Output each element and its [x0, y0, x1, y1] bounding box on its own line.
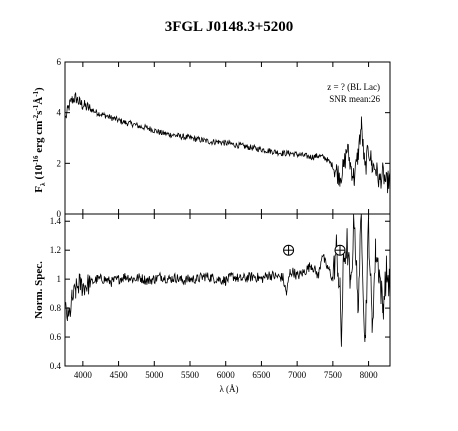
ylabel-unit3: Å [33, 97, 45, 105]
ylabel-unit1: erg cm [33, 121, 45, 156]
bottom-y-tick-label: 0.6 [50, 332, 62, 342]
telluric-marker-icon [334, 244, 346, 256]
normalized-spectrum-line [65, 213, 391, 347]
bottom-x-tick-label: 5500 [181, 370, 200, 380]
ylabel-sub: λ [39, 182, 47, 186]
bottom-x-ticks: 4000 4500 5000 5500 6000 6500 7000 7500 8000 [74, 214, 378, 380]
top-y-ticks: 0 2 4 6 [57, 57, 390, 219]
bottom-y-tick-label: 1 [57, 274, 62, 284]
ylabel-unit2: s [33, 110, 45, 115]
x-axis-label: λ (Å) [219, 384, 238, 394]
top-y-tick-label: 0 [57, 209, 62, 219]
telluric-markers [283, 244, 346, 256]
top-panel: 0 2 4 6 z = ? (BL Lac) SNR mean:26 Fλ (10-16… [32, 57, 391, 219]
bottom-y-axis-label: Norm. Spec. [33, 261, 45, 319]
bottom-x-tick-label: 4500 [110, 370, 129, 380]
bottom-y-tick-label: 0.8 [50, 303, 62, 313]
bottom-y-tick-label: 0.4 [50, 361, 62, 371]
redshift-annotation: z = ? (BL Lac) [327, 82, 380, 92]
ylabel-close: ) [33, 87, 45, 91]
snr-annotation: SNR mean:26 [329, 94, 380, 104]
top-y-tick-label: 4 [57, 108, 62, 118]
bottom-panel: 0.4 0.6 0.8 1 1.2 1.4 4000 4500 5000 5500 6000 650… [33, 213, 391, 394]
bottom-x-tick-label: 7500 [324, 370, 343, 380]
bottom-x-tick-label: 6500 [252, 370, 271, 380]
ylabel-main: F [33, 186, 45, 193]
bottom-x-tick-label: 7000 [288, 370, 307, 380]
ylabel-exp1: -16 [32, 155, 40, 165]
ylabel-rest: (10 [33, 164, 45, 179]
top-y-axis-label: Fλ(10-16 erg cm-2s-1Å-1) [32, 87, 47, 193]
top-y-tick-label: 2 [57, 158, 62, 168]
bottom-y-ticks: 0.4 0.6 0.8 1 1.2 1.4 [50, 216, 390, 371]
bottom-y-tick-label: 1.4 [50, 216, 62, 226]
ylabel-exp3: -1 [32, 104, 40, 110]
telluric-marker-icon [283, 244, 295, 256]
chart-title: 3FGL J0148.3+5200 [165, 19, 294, 35]
bottom-x-tick-label: 4000 [74, 370, 93, 380]
flux-spectrum-line [65, 91, 391, 194]
bottom-y-tick-label: 1.2 [50, 245, 61, 255]
ylabel-exp4: -1 [32, 90, 40, 96]
top-y-tick-label: 6 [57, 57, 62, 67]
bottom-x-tick-label: 6000 [217, 370, 236, 380]
bottom-x-tick-label: 8000 [360, 370, 379, 380]
bottom-x-tick-label: 5000 [145, 370, 164, 380]
ylabel-exp2: -2 [32, 114, 40, 120]
